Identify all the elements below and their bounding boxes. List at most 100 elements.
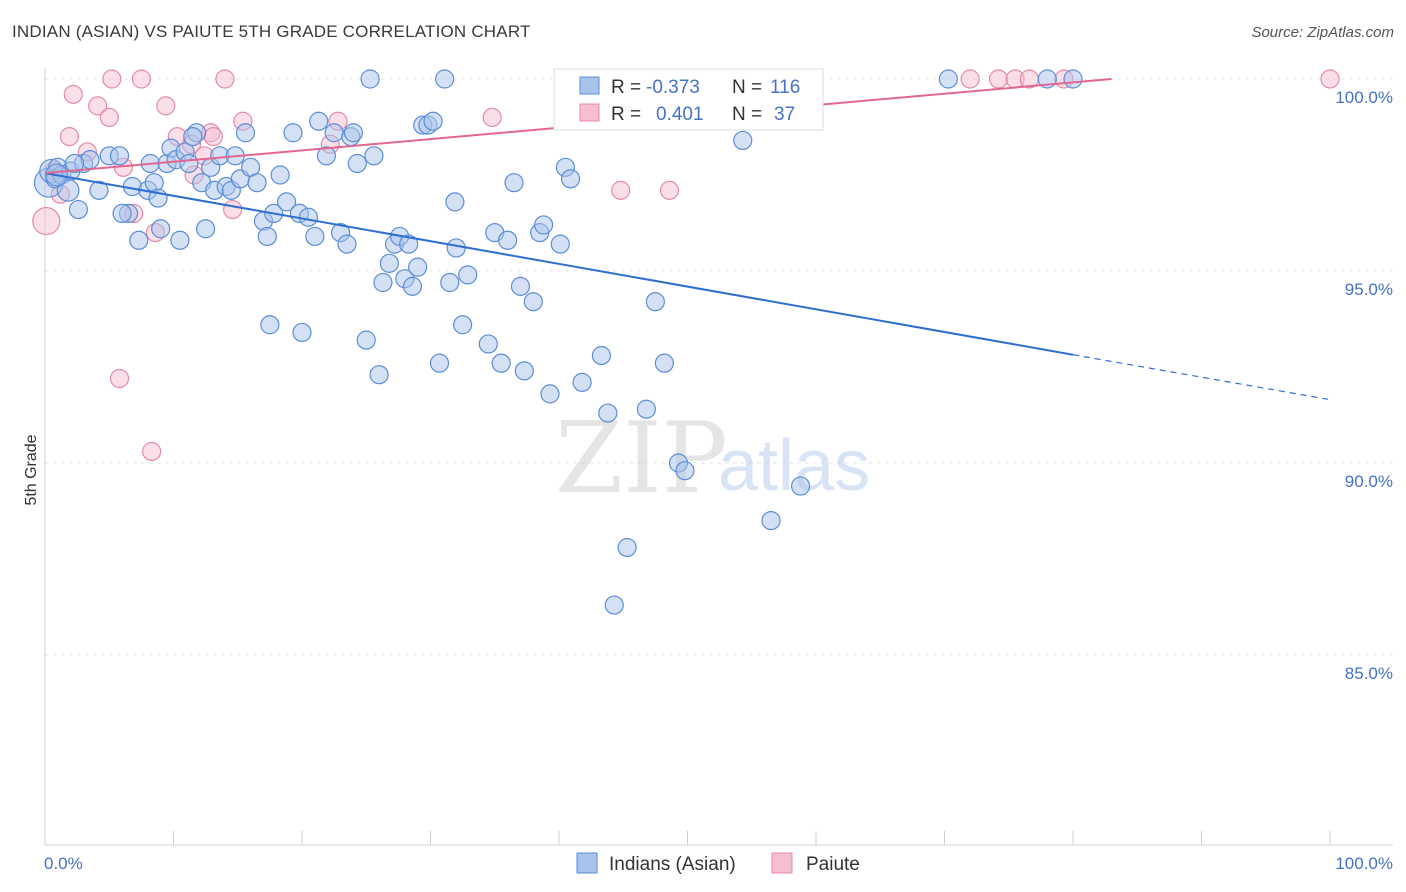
- indians-asian-point-50: [324, 123, 344, 143]
- indians-asian-point-97: [654, 353, 674, 373]
- x-tick-label-min: 0.0%: [44, 854, 83, 873]
- indians-asian-point-44: [283, 123, 303, 143]
- indians-asian-point-12: [109, 146, 130, 166]
- indians-asian-point-15: [129, 230, 149, 250]
- indians-asian-point-100: [733, 130, 753, 151]
- axes: [44, 68, 1393, 846]
- y-tick-labels: 100.0% 95.0% 90.0% 85.0%: [1335, 88, 1393, 683]
- indians-asian-point-71: [435, 69, 455, 89]
- indians-asian-point-78: [491, 353, 511, 373]
- legend-n-label-blue: N =: [732, 77, 762, 98]
- indians-asian-point-105: [1063, 69, 1083, 89]
- indians-asian-point-93: [604, 595, 624, 615]
- indians-asian-point-28: [196, 219, 216, 239]
- indians-asian-point-80: [504, 173, 524, 193]
- indians-asian-point-65: [402, 276, 423, 296]
- indians-asian-point-36: [235, 123, 256, 143]
- indians-asian-point-54: [347, 153, 367, 174]
- indians-asian-point-58: [369, 365, 389, 385]
- legend-n-value-blue: 116: [770, 77, 800, 98]
- y-tick-label-0: 100.0%: [1335, 88, 1393, 107]
- watermark-zip: ZIP: [555, 402, 728, 516]
- indians-asian-point-107: [292, 322, 312, 343]
- indians-asian-point-85: [533, 215, 554, 235]
- indians-asian-point-83: [523, 292, 543, 312]
- paiute-point-30: [659, 180, 680, 200]
- paiute-point-15: [156, 96, 176, 116]
- paiute-point-28: [611, 180, 631, 200]
- indians-asian-point-86: [540, 384, 560, 404]
- paiute-point-21: [203, 127, 223, 147]
- indians-asian-point-73: [445, 192, 465, 212]
- indians-asian-point-55: [356, 330, 376, 350]
- indians-asian-point-42: [270, 165, 290, 185]
- indians-asian-point-75: [458, 265, 478, 285]
- paiute-point-8: [102, 69, 122, 89]
- series-legend: Indians (Asian) Paiute: [576, 852, 860, 875]
- y-tick-label-2: 90.0%: [1345, 472, 1393, 491]
- series-legend-label-pink: Paiute: [806, 854, 860, 875]
- indians-asian-point-76: [478, 334, 498, 354]
- legend-r-value-blue: -0.373: [646, 77, 700, 98]
- indians-asian-point-47: [305, 226, 325, 247]
- legend-swatch-blue: [579, 76, 600, 95]
- paiute-point-6: [88, 96, 108, 116]
- chart-title: INDIAN (ASIAN) VS PAIUTE 5TH GRADE CORRE…: [12, 22, 531, 41]
- indians-asian-point-95: [636, 399, 656, 419]
- indians-asian-point-111: [112, 203, 132, 223]
- indians-asian-point-48: [309, 111, 329, 131]
- indians-asian-point-49: [316, 146, 337, 166]
- watermark-atlas: atlas: [718, 426, 870, 506]
- trendline-indians-asian-extension: [1072, 354, 1331, 401]
- indians-asian-point-112: [64, 153, 85, 174]
- watermark: ZIP atlas: [555, 402, 870, 516]
- y-axis-label: 5th Grade: [23, 434, 40, 505]
- legend-r-value-pink: 0.401: [656, 104, 704, 125]
- indians-asian-point-72: [440, 272, 460, 293]
- indians-asian-point-114: [343, 123, 363, 143]
- indians-asian-point-109: [446, 238, 466, 258]
- indians-asian-point-89: [560, 169, 581, 189]
- indians-asian-point-59: [373, 272, 393, 293]
- legend-r-label-blue: R =: [611, 77, 641, 98]
- indians-asian-point-64: [399, 234, 419, 254]
- paiute-point-9: [109, 368, 130, 389]
- indians-asian-point-40: [257, 226, 277, 247]
- paiute-point-27: [482, 107, 502, 128]
- indians-asian-point-91: [591, 345, 612, 366]
- indians-asian-point-38: [247, 173, 267, 193]
- indians-asian-point-102: [790, 476, 811, 496]
- legend-n-label-pink: N =: [732, 104, 762, 125]
- paiute-point-32: [988, 69, 1009, 89]
- indians-asian-point-87: [550, 234, 570, 254]
- indians-asian-point-74: [453, 315, 473, 335]
- legend-n-value-pink: 37: [774, 104, 795, 125]
- x-tick-label-max: 100.0%: [1335, 854, 1393, 873]
- indians-asian-point-7: [68, 199, 89, 220]
- indians-asian-point-90: [572, 372, 592, 392]
- source-credit: Source: ZipAtlas.com: [1251, 24, 1394, 41]
- indians-asian-point-92: [598, 403, 618, 423]
- indians-asian-point-96: [645, 292, 665, 312]
- paiute-point-31: [960, 69, 980, 89]
- indians-asian-point-79: [498, 230, 518, 250]
- y-tick-label-3: 85.0%: [1345, 664, 1393, 683]
- indians-asian-point-60: [379, 253, 399, 273]
- paiute-point-4: [63, 84, 83, 104]
- indians-asian-point-70: [429, 353, 450, 373]
- indians-asian-point-57: [364, 146, 384, 166]
- paiute-point-7: [99, 107, 119, 128]
- indians-asian-point-103: [938, 69, 958, 89]
- indians-asian-point-66: [408, 257, 428, 277]
- paiute-point-22: [215, 69, 235, 89]
- indians-asian-point-46: [298, 207, 319, 227]
- paiute-point-0: [32, 206, 61, 236]
- indians-asian-point-10: [89, 180, 109, 200]
- paiute-point-36: [1320, 69, 1340, 89]
- indians-asian-point-56: [360, 69, 380, 89]
- indians-asian-point-52: [337, 234, 357, 254]
- indians-asian-point-81: [510, 276, 531, 296]
- indians-asian-point-69: [423, 111, 443, 131]
- indians-asian-points: [33, 69, 1083, 615]
- series-legend-label-blue: Indians (Asian): [609, 854, 736, 875]
